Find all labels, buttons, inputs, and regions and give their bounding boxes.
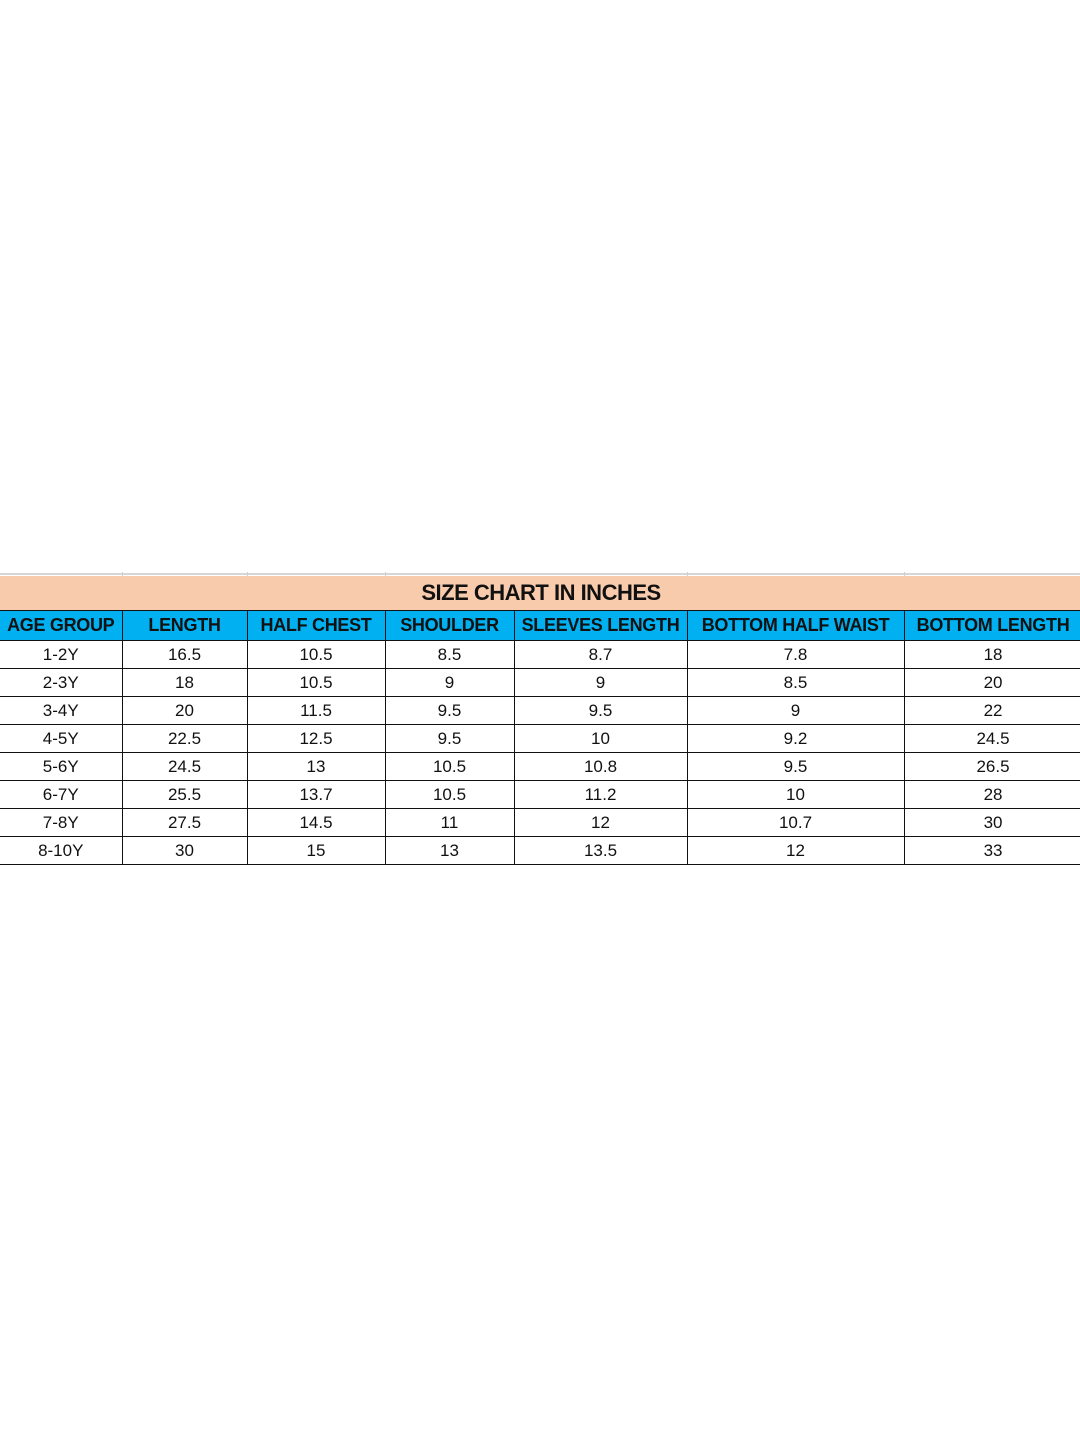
measurement-cell: 10.8	[513, 752, 688, 781]
chart-title: SIZE CHART IN INCHES	[0, 576, 1080, 611]
measurement-cell: 10	[686, 780, 905, 809]
table-row: 3-4Y 20 11.5 9.5 9.5 9 22	[0, 696, 1080, 725]
measurement-cell: 8.5	[686, 668, 905, 697]
table-row: 4-5Y 22.5 12.5 9.5 10 9.2 24.5	[0, 724, 1080, 753]
measurement-cell: 9.5	[686, 752, 905, 781]
measurement-cell: 9	[513, 668, 688, 697]
sheet-gridline	[904, 572, 905, 576]
measurement-cell: 10.5	[246, 668, 386, 697]
age-group-cell: 1-2Y	[0, 640, 123, 669]
size-chart-table: SIZE CHART IN INCHES AGE GROUP LENGTH HALF…	[0, 576, 1080, 865]
column-header: BOTTOM HALF WAIST	[686, 610, 905, 641]
measurement-cell: 10.5	[384, 752, 515, 781]
measurement-cell: 7.8	[686, 640, 905, 669]
measurement-cell: 11	[384, 808, 515, 837]
measurement-cell: 18	[121, 668, 248, 697]
column-header: HALF CHEST	[246, 610, 386, 641]
column-header: BOTTOM LENGTH	[903, 610, 1080, 641]
sheet-gridline	[385, 572, 386, 576]
measurement-cell: 24.5	[903, 724, 1080, 753]
age-group-cell: 5-6Y	[0, 752, 123, 781]
column-header: LENGTH	[121, 610, 248, 641]
age-group-cell: 8-10Y	[0, 836, 123, 865]
measurement-cell: 13	[384, 836, 515, 865]
sheet-top-border	[0, 573, 1080, 575]
measurement-cell: 8.5	[384, 640, 515, 669]
measurement-cell: 20	[903, 668, 1080, 697]
column-header: AGE GROUP	[0, 610, 123, 641]
sheet-gridline	[122, 572, 123, 576]
measurement-cell: 24.5	[121, 752, 248, 781]
measurement-cell: 30	[121, 836, 248, 865]
measurement-cell: 14.5	[246, 808, 386, 837]
measurement-cell: 20	[121, 696, 248, 725]
measurement-cell: 9.5	[384, 724, 515, 753]
measurement-cell: 27.5	[121, 808, 248, 837]
measurement-cell: 22.5	[121, 724, 248, 753]
measurement-cell: 12	[513, 808, 688, 837]
measurement-cell: 26.5	[903, 752, 1080, 781]
measurement-cell: 9.5	[513, 696, 688, 725]
measurement-cell: 10	[513, 724, 688, 753]
measurement-cell: 16.5	[121, 640, 248, 669]
table-body: 1-2Y 16.5 10.5 8.5 8.7 7.8 18 2-3Y 18 10.5 9 9 8.5 20…	[0, 640, 1080, 865]
age-group-cell: 4-5Y	[0, 724, 123, 753]
header-row: AGE GROUP LENGTH HALF CHEST SHOULDER SLEEVES…	[0, 610, 1080, 641]
table-row: 1-2Y 16.5 10.5 8.5 8.7 7.8 18	[0, 640, 1080, 669]
table-row: 2-3Y 18 10.5 9 9 8.5 20	[0, 668, 1080, 697]
measurement-cell: 15	[246, 836, 386, 865]
table-row: 8-10Y 30 15 13 13.5 12 33	[0, 836, 1080, 865]
measurement-cell: 10.5	[384, 780, 515, 809]
sheet-gridline	[247, 572, 248, 576]
measurement-cell: 9.5	[384, 696, 515, 725]
table-row: 7-8Y 27.5 14.5 11 12 10.7 30	[0, 808, 1080, 837]
age-group-cell: 7-8Y	[0, 808, 123, 837]
column-header: SLEEVES LENGTH	[513, 610, 688, 641]
measurement-cell: 12.5	[246, 724, 386, 753]
table-row: 6-7Y 25.5 13.7 10.5 11.2 10 28	[0, 780, 1080, 809]
measurement-cell: 13	[246, 752, 386, 781]
measurement-cell: 11.2	[513, 780, 688, 809]
measurement-cell: 18	[903, 640, 1080, 669]
measurement-cell: 30	[903, 808, 1080, 837]
table-row: 5-6Y 24.5 13 10.5 10.8 9.5 26.5	[0, 752, 1080, 781]
age-group-cell: 2-3Y	[0, 668, 123, 697]
measurement-cell: 8.7	[513, 640, 688, 669]
measurement-cell: 25.5	[121, 780, 248, 809]
measurement-cell: 11.5	[246, 696, 386, 725]
column-header: SHOULDER	[384, 610, 515, 641]
age-group-cell: 3-4Y	[0, 696, 123, 725]
measurement-cell: 10.5	[246, 640, 386, 669]
measurement-cell: 22	[903, 696, 1080, 725]
measurement-cell: 9	[686, 696, 905, 725]
measurement-cell: 12	[686, 836, 905, 865]
age-group-cell: 6-7Y	[0, 780, 123, 809]
measurement-cell: 10.7	[686, 808, 905, 837]
sheet-gridline	[687, 572, 688, 576]
measurement-cell: 13.5	[513, 836, 688, 865]
measurement-cell: 33	[903, 836, 1080, 865]
measurement-cell: 9.2	[686, 724, 905, 753]
measurement-cell: 28	[903, 780, 1080, 809]
measurement-cell: 9	[384, 668, 515, 697]
measurement-cell: 13.7	[246, 780, 386, 809]
